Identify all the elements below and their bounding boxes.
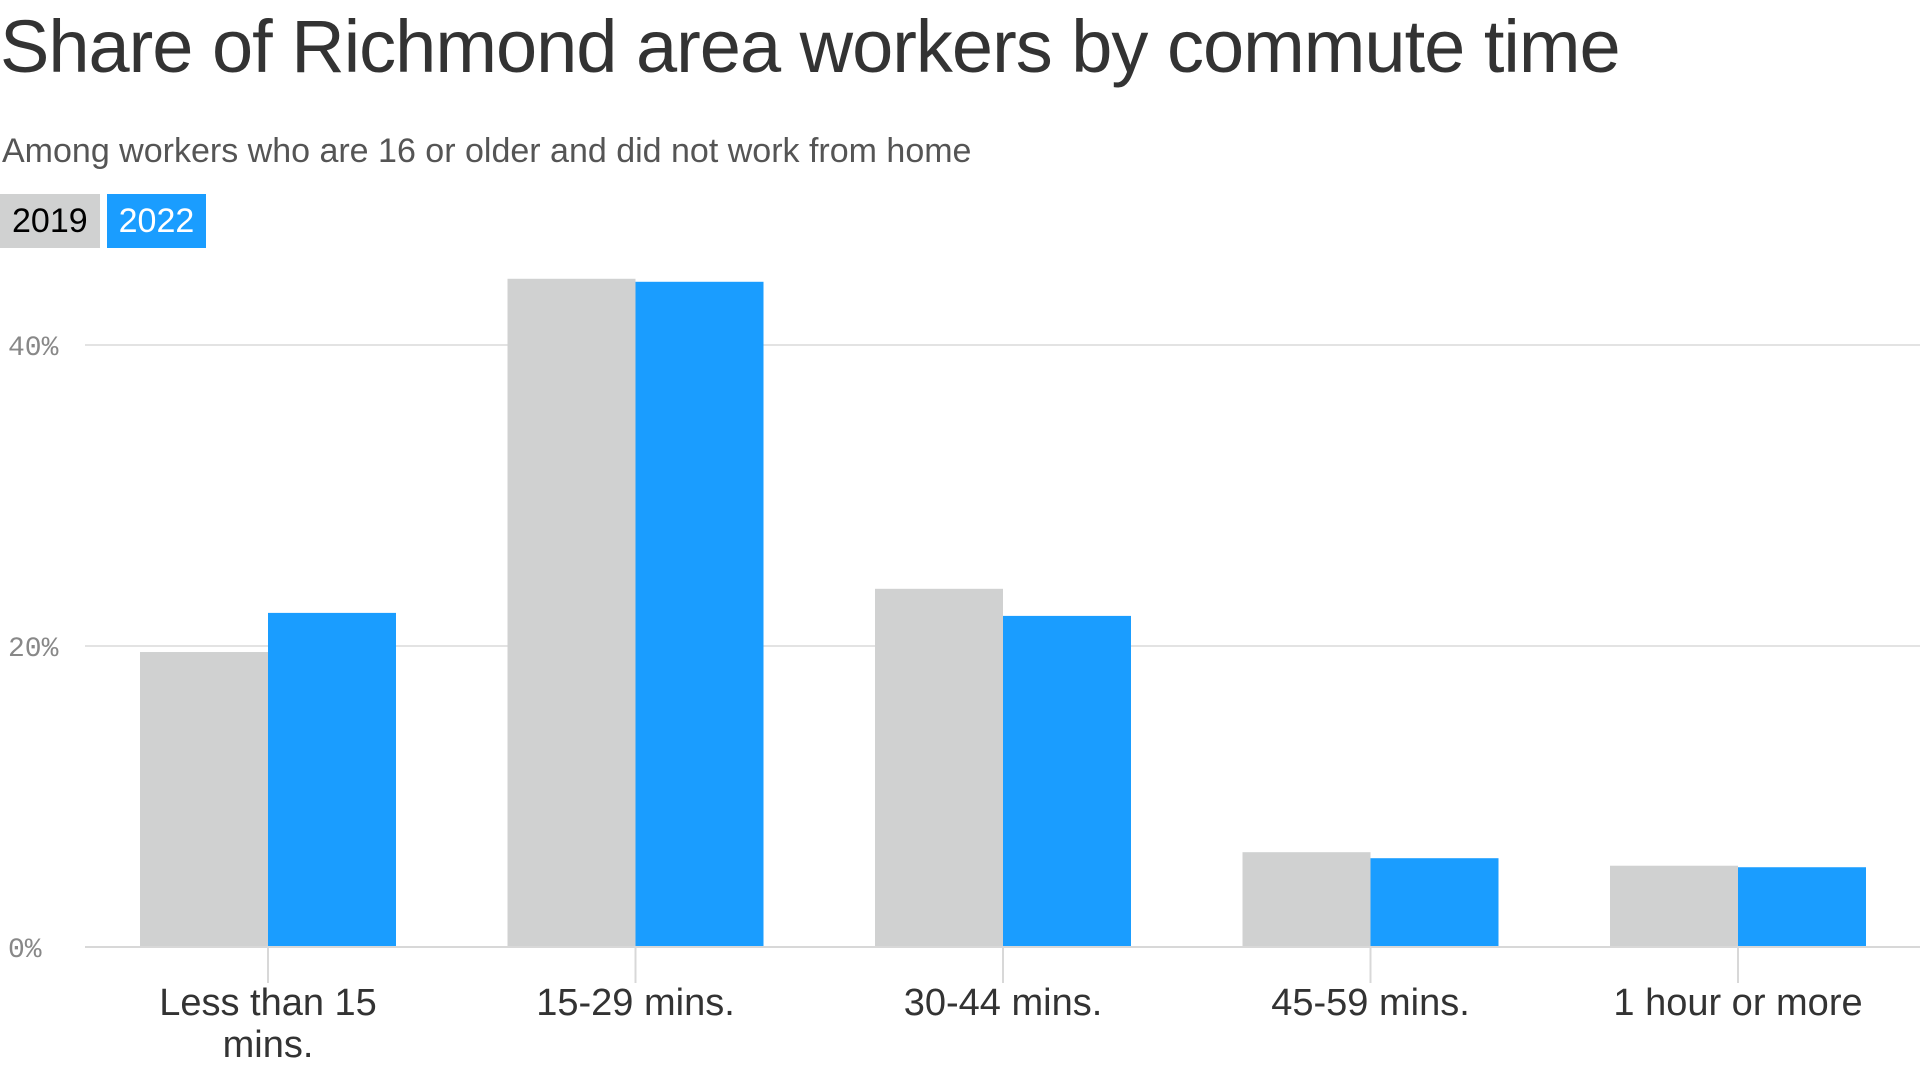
bar-2022-4 [1370,858,1499,947]
axes: 0% 20% 40% Less than 15 mins. 15-29 mins. 30-4… [8,333,1920,1066]
y-tick-label: 20% [8,634,59,665]
x-tick-label: 15-29 mins. [536,982,735,1024]
x-tick-label: Less than 15 mins. [159,982,377,1066]
legend-item-2022: 2022 [106,194,207,248]
chart-title: Share of Richmond area workers by commut… [0,5,1621,88]
x-tick-label: 45-59 mins. [1271,982,1470,1024]
bars [140,278,1866,947]
bar-2022-2 [635,281,764,947]
legend-item-2019: 2019 [0,194,100,248]
x-tick-label: 1 hour or more [1613,982,1862,1024]
bar-2019-5 [1610,865,1738,947]
legend: 2019 2022 [0,194,207,248]
bar-2022-3 [1003,615,1131,947]
y-tick-label: 40% [8,333,59,364]
bar-2019-1 [140,652,268,947]
bar-2019-4 [1242,852,1371,947]
x-tick-label: 30-44 mins. [904,982,1103,1024]
bar-2019-3 [875,588,1003,947]
chart-subtitle: Among workers who are 16 or older and di… [2,132,972,170]
bar-2022-1 [268,612,396,947]
bar-2022-5 [1738,867,1866,947]
bar-2019-2 [507,278,636,947]
y-tick-label: 0% [8,935,42,966]
